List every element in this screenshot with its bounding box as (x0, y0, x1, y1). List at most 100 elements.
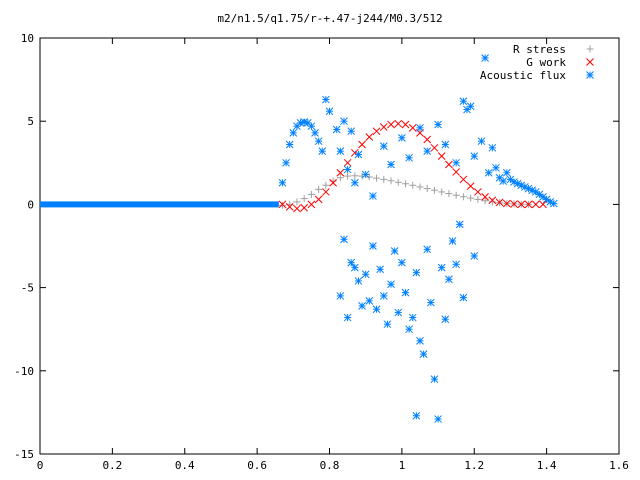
data-point (452, 191, 460, 199)
data-point (343, 158, 352, 167)
data-point (390, 247, 399, 255)
data-point (376, 265, 385, 274)
data-point (387, 160, 395, 169)
data-point (380, 175, 388, 183)
flux-baseline-band (40, 201, 279, 208)
data-point (293, 198, 301, 206)
y-tick-label: 0 (27, 198, 34, 211)
data-point (492, 163, 500, 172)
data-point (365, 133, 374, 141)
data-point (365, 173, 373, 181)
data-point (430, 143, 439, 152)
x-tick-label: 1 (399, 459, 406, 472)
data-point (405, 153, 413, 162)
data-point (401, 180, 409, 188)
data-point (484, 168, 493, 177)
legend-label: R stress (513, 43, 566, 56)
data-point (467, 194, 475, 202)
data-point (437, 263, 446, 272)
data-point (379, 292, 388, 300)
chart-title: m2/n1.5/q1.75/r-+.47-j244/M0.3/512 (217, 12, 442, 25)
data-point (416, 124, 424, 132)
data-point (336, 292, 345, 300)
legend-marker (586, 58, 594, 66)
data-point (336, 168, 345, 177)
data-point (423, 135, 432, 144)
data-point (278, 200, 287, 209)
data-point (354, 277, 363, 285)
data-point (332, 125, 341, 134)
data-point (358, 140, 366, 149)
data-point (307, 122, 316, 131)
data-point (394, 178, 402, 186)
data-point (300, 195, 308, 203)
data-point (488, 198, 496, 206)
data-point (459, 193, 467, 201)
data-point (322, 181, 330, 189)
data-point (488, 196, 497, 205)
data-point (477, 137, 486, 146)
data-point (419, 350, 428, 359)
data-point (398, 133, 406, 142)
x-tick-label: 1.2 (464, 459, 484, 472)
data-point (452, 158, 461, 167)
data-point (361, 170, 370, 179)
data-point (311, 128, 319, 137)
data-point (437, 152, 446, 160)
data-point (455, 220, 464, 229)
data-point (372, 127, 381, 136)
data-point (369, 192, 377, 200)
data-point (481, 54, 489, 62)
data-point (282, 158, 290, 167)
y-tick-label: 10 (21, 32, 34, 45)
data-point (351, 172, 359, 180)
data-point (434, 415, 442, 423)
data-point (426, 298, 435, 307)
data-point (278, 201, 286, 209)
data-point (373, 174, 381, 182)
plot-frame (39, 37, 620, 455)
data-point (416, 336, 424, 345)
data-point (466, 102, 475, 111)
data-point (387, 177, 395, 185)
data-point (499, 177, 508, 185)
data-point (372, 305, 381, 314)
data-point (358, 302, 366, 310)
data-point (502, 199, 511, 208)
data-point (325, 107, 334, 116)
data-point (387, 120, 395, 129)
data-point (315, 185, 323, 193)
data-point (401, 120, 410, 129)
data-point (470, 152, 479, 160)
data-point (307, 200, 316, 209)
data-point (408, 313, 417, 322)
data-point (524, 200, 533, 209)
data-point (448, 237, 457, 245)
data-point (278, 178, 287, 187)
data-point (412, 411, 421, 420)
data-point (445, 160, 453, 169)
data-point (452, 260, 461, 269)
data-point (347, 127, 356, 136)
data-point (474, 188, 482, 196)
data-point (481, 197, 489, 205)
data-point (412, 268, 421, 277)
data-point (340, 235, 348, 244)
data-point (300, 203, 309, 212)
data-point (322, 188, 330, 196)
data-point (459, 293, 468, 302)
data-point (539, 200, 547, 209)
data-point (350, 178, 359, 187)
data-point (409, 181, 417, 189)
data-point (340, 117, 348, 126)
data-point (488, 143, 497, 152)
data-point (343, 313, 352, 322)
y-tick-label: -15 (14, 448, 34, 461)
data-point (379, 123, 388, 131)
data-point (459, 175, 468, 184)
data-point (293, 204, 301, 213)
data-point (423, 245, 432, 254)
data-point (474, 195, 482, 203)
data-point (307, 190, 315, 198)
data-point (322, 95, 330, 104)
